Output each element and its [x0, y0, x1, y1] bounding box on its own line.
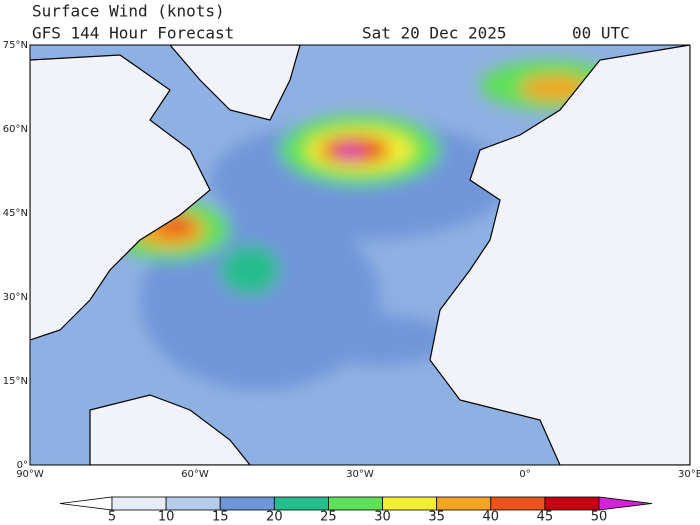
subtitle: GFS 144 Hour Forecast	[32, 24, 234, 43]
lat-label: 60°N	[3, 124, 28, 135]
lon-label: 30°E	[678, 469, 700, 480]
time: 00 UTC	[572, 24, 630, 43]
lon-label: 30°W	[346, 469, 374, 480]
colorbar-segment	[382, 496, 438, 511]
colorbar-segment	[219, 496, 275, 511]
colorbar-label: 35	[428, 510, 445, 525]
colorbar-segment	[111, 496, 167, 511]
colorbar-label: 5	[108, 510, 116, 525]
map-frame	[29, 44, 691, 466]
lon-label: 0°	[519, 469, 530, 480]
colorbar-segment	[328, 496, 383, 511]
colorbar-high	[598, 496, 653, 511]
colorbar-label: 50	[591, 510, 608, 525]
colorbar-label: 20	[266, 510, 283, 525]
title: Surface Wind (knots)	[32, 2, 225, 21]
map	[30, 45, 690, 465]
colorbar-low	[59, 496, 113, 511]
colorbar-label: 15	[212, 510, 229, 525]
land	[30, 45, 690, 465]
colorbar-label: 10	[158, 510, 175, 525]
date: Sat 20 Dec 2025	[362, 24, 507, 43]
colorbar-label: 30	[374, 510, 391, 525]
lat-label: 75°N	[3, 40, 28, 51]
lon-label: 60°W	[181, 469, 209, 480]
lat-label: 0°	[17, 460, 28, 471]
colorbar-label: 45	[537, 510, 554, 525]
lat-label: 30°N	[3, 292, 28, 303]
lon-label: 90°W	[16, 469, 44, 480]
colorbar-segment	[436, 496, 492, 511]
colorbar-segment	[490, 496, 546, 511]
colorbar-segment	[165, 496, 221, 511]
colorbar-segment	[544, 496, 600, 511]
lat-label: 45°N	[3, 208, 28, 219]
colorbar-label: 40	[483, 510, 500, 525]
colorbar-label: 25	[320, 510, 337, 525]
lat-label: 15°N	[3, 376, 28, 387]
colorbar-segment	[273, 496, 329, 511]
